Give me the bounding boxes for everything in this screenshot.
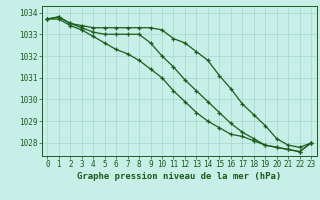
X-axis label: Graphe pression niveau de la mer (hPa): Graphe pression niveau de la mer (hPa) bbox=[77, 172, 281, 181]
